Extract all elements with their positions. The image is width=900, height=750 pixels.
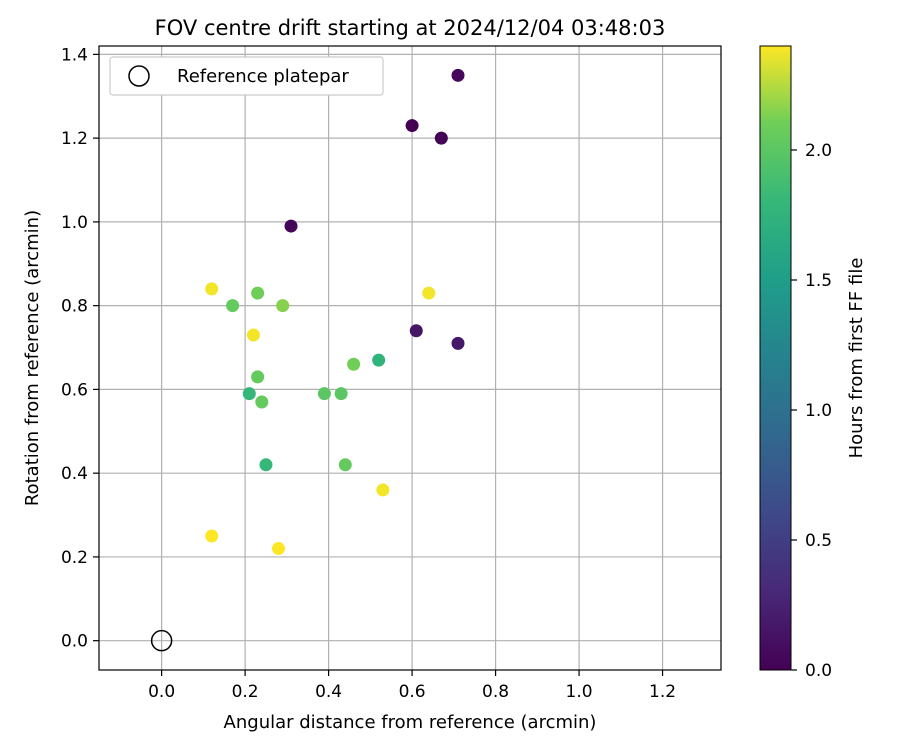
data-point (251, 370, 265, 384)
y-ticks: 0.0 0.2 0.4 0.6 0.8 1.0 1.2 1.4 (61, 45, 99, 652)
colorbar-tick-label: 0.0 (805, 661, 832, 681)
data-point (226, 299, 240, 313)
data-point (347, 357, 361, 371)
y-tick-label: 0.0 (61, 632, 88, 652)
data-point (434, 131, 448, 145)
data-point (376, 483, 390, 497)
data-point (259, 458, 273, 472)
y-tick-label: 0.2 (61, 548, 88, 568)
x-tick-label: 1.0 (566, 682, 593, 702)
data-point (317, 387, 331, 401)
colorbar-tick-label: 2.0 (805, 141, 832, 161)
y-tick-label: 1.0 (61, 213, 88, 233)
colorbar-ticks: 0.0 0.5 1.0 1.5 2.0 (791, 141, 832, 681)
data-point (284, 219, 298, 233)
x-ticks: 0.0 0.2 0.4 0.6 0.8 1.0 1.2 (148, 670, 676, 702)
colorbar-gradient (759, 45, 792, 671)
colorbar-label: Hours from first FF file (846, 258, 867, 459)
data-point (409, 324, 423, 338)
y-axis-label: Rotation from reference (arcmin) (22, 210, 43, 506)
x-tick-label: 0.4 (315, 682, 342, 702)
x-axis-label: Angular distance from reference (arcmin) (224, 712, 597, 733)
data-point (338, 458, 352, 472)
x-tick-label: 0.6 (399, 682, 426, 702)
x-tick-label: 0.8 (482, 682, 509, 702)
data-point (242, 387, 256, 401)
y-tick-label: 1.4 (61, 45, 88, 65)
data-point (451, 336, 465, 350)
legend: Reference platepar (109, 56, 384, 96)
data-point (255, 395, 269, 409)
data-point (251, 286, 265, 300)
data-point (246, 328, 260, 342)
y-tick-label: 1.2 (61, 129, 88, 149)
x-tick-label: 0.0 (148, 682, 175, 702)
data-point (272, 542, 286, 556)
colorbar-tick-label: 1.5 (805, 271, 832, 291)
colorbar-tick-label: 0.5 (805, 531, 832, 551)
y-tick-label: 0.6 (61, 380, 88, 400)
data-point (451, 68, 465, 82)
x-tick-label: 1.2 (649, 682, 676, 702)
data-point (205, 282, 219, 296)
data-point (205, 529, 219, 543)
x-tick-label: 0.2 (232, 682, 259, 702)
legend-label: Reference platepar (177, 66, 349, 87)
legend-box (109, 56, 384, 96)
y-tick-label: 0.8 (61, 297, 88, 317)
data-points (205, 68, 465, 556)
chart-title: FOV centre drift starting at 2024/12/04 … (155, 16, 666, 40)
data-point (422, 286, 436, 300)
legend-marker-icon (128, 65, 150, 87)
plot-frame (98, 45, 722, 671)
data-point (405, 119, 419, 133)
reference-platepar-marker (150, 629, 173, 652)
data-point (334, 387, 348, 401)
colorbar: 0.0 0.5 1.0 1.5 2.0 Hours from first FF file (759, 45, 867, 681)
y-tick-label: 0.4 (61, 464, 88, 484)
data-point (372, 353, 386, 367)
data-point (276, 299, 290, 313)
colorbar-tick-label: 1.0 (805, 401, 832, 421)
grid-lines (99, 46, 721, 670)
